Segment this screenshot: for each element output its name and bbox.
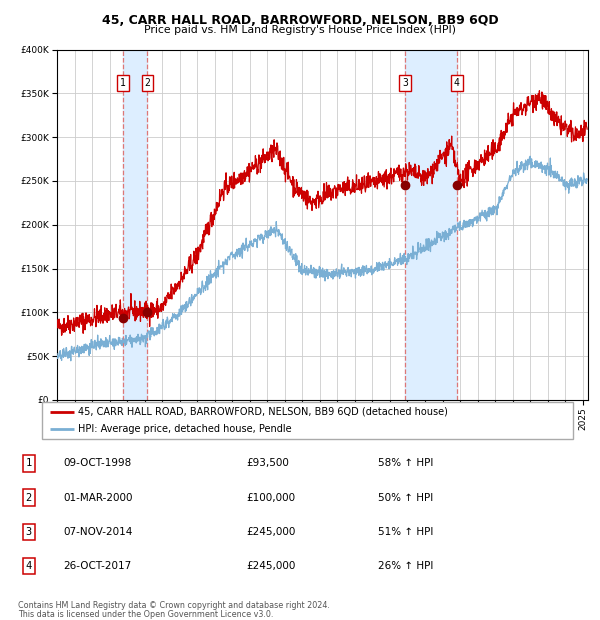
Text: £100,000: £100,000 <box>246 492 295 503</box>
Text: £245,000: £245,000 <box>246 526 295 537</box>
Text: 45, CARR HALL ROAD, BARROWFORD, NELSON, BB9 6QD: 45, CARR HALL ROAD, BARROWFORD, NELSON, … <box>101 14 499 27</box>
Bar <box>405 50 457 400</box>
Text: 09-OCT-1998: 09-OCT-1998 <box>63 458 131 469</box>
Text: 07-NOV-2014: 07-NOV-2014 <box>63 526 133 537</box>
Text: Price paid vs. HM Land Registry's House Price Index (HPI): Price paid vs. HM Land Registry's House … <box>144 25 456 35</box>
Text: 26-OCT-2017: 26-OCT-2017 <box>63 560 131 571</box>
Text: 4: 4 <box>26 560 32 571</box>
Text: This data is licensed under the Open Government Licence v3.0.: This data is licensed under the Open Gov… <box>18 610 274 619</box>
Text: 1: 1 <box>120 78 126 88</box>
Text: 4: 4 <box>454 78 460 88</box>
Text: 01-MAR-2000: 01-MAR-2000 <box>63 492 133 503</box>
Text: 2: 2 <box>26 492 32 503</box>
Text: 58% ↑ HPI: 58% ↑ HPI <box>378 458 433 469</box>
Text: 51% ↑ HPI: 51% ↑ HPI <box>378 526 433 537</box>
Text: Contains HM Land Registry data © Crown copyright and database right 2024.: Contains HM Land Registry data © Crown c… <box>18 601 330 611</box>
Text: 2: 2 <box>145 78 151 88</box>
Text: 50% ↑ HPI: 50% ↑ HPI <box>378 492 433 503</box>
Text: 3: 3 <box>402 78 408 88</box>
Text: 45, CARR HALL ROAD, BARROWFORD, NELSON, BB9 6QD (detached house): 45, CARR HALL ROAD, BARROWFORD, NELSON, … <box>78 407 448 417</box>
Text: HPI: Average price, detached house, Pendle: HPI: Average price, detached house, Pend… <box>78 424 292 434</box>
Bar <box>123 50 148 400</box>
Text: 26% ↑ HPI: 26% ↑ HPI <box>378 560 433 571</box>
Text: 3: 3 <box>26 526 32 537</box>
Text: 1: 1 <box>26 458 32 469</box>
Text: £93,500: £93,500 <box>246 458 289 469</box>
Text: £245,000: £245,000 <box>246 560 295 571</box>
